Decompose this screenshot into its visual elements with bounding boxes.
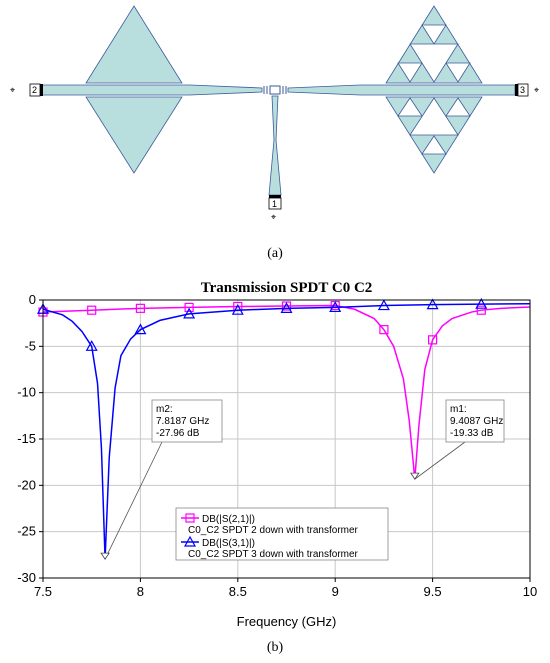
series-point-triangle <box>475 297 488 309</box>
y-tick-label: -10 <box>17 385 36 400</box>
svg-text:⌖: ⌖ <box>534 85 539 95</box>
marker-box-frame <box>151 399 223 443</box>
series-point-triangle <box>183 307 196 319</box>
series-point-square <box>184 302 194 313</box>
marker-text-line: m1: <box>450 404 467 415</box>
series-point-triangle <box>231 303 244 315</box>
series-point-square <box>281 301 292 311</box>
series-point-triangle <box>134 323 147 335</box>
series-point-square <box>476 305 486 315</box>
x-axis-title: Frequency (GHz) <box>237 614 337 629</box>
marker-text-line: 9.4087 GHz <box>450 416 503 427</box>
series-point-triangle <box>329 301 342 313</box>
marker-leader-line <box>414 441 466 480</box>
port-1-label: 1 <box>272 199 277 209</box>
series-line-2 <box>42 302 531 560</box>
x-tick-label: 9.5 <box>424 584 442 599</box>
fractal-hole <box>421 135 447 155</box>
left-triangle-top <box>85 5 183 84</box>
series-point-square <box>135 303 145 313</box>
legend: DB(|S(2,1)|)C0_C2 SPDT 2 down with trans… <box>175 507 389 561</box>
marker-text-line: -19.33 dB <box>450 428 494 439</box>
x-tick-label: 9 <box>332 584 339 599</box>
svg-text:⌖: ⌖ <box>271 212 276 222</box>
port-3-label: 3 <box>520 85 525 95</box>
series-point-triangle <box>377 299 390 311</box>
y-tick-label: -5 <box>24 338 36 353</box>
port-1: 1 ⌖ <box>268 195 282 222</box>
main-line-left <box>41 84 263 96</box>
legend-series-description: C0_C2 SPDT 2 down with transformer <box>188 525 359 536</box>
fractal-hole <box>409 43 459 83</box>
port-2-label: 2 <box>32 85 37 95</box>
marker-text-line: -27.96 dB <box>156 428 200 439</box>
y-tick-label: -20 <box>17 477 36 492</box>
legend-series-description: C0_C2 SPDT 3 down with transformer <box>188 549 359 560</box>
left-triangle-bottom <box>85 96 183 174</box>
legend-frame <box>175 507 389 561</box>
port-3: 3 ⌖ <box>515 83 539 97</box>
port-2: ⌖ 2 <box>10 83 43 97</box>
marker-leader-line <box>104 441 163 560</box>
marker-m2: m2:7.8187 GHz-27.96 dB <box>100 399 223 560</box>
gap-capacitors <box>263 85 287 95</box>
marker-text-line: m2: <box>156 404 173 415</box>
x-tick-label: 7.5 <box>34 584 52 599</box>
legend-series-name: DB(|S(2,1)|) <box>202 514 255 525</box>
x-tick-label: 8.5 <box>229 584 247 599</box>
axes: 7.5 8 8.5 9 9.5 10 0 -5 -10 -15 -20 -25 -30 <box>17 292 537 599</box>
series-point-square <box>87 305 97 315</box>
caption-b: (b) <box>266 640 284 655</box>
marker-point <box>100 552 110 560</box>
series-point-triangle <box>280 302 293 313</box>
fractal-hole <box>445 97 471 117</box>
x-tick-label: 10 <box>523 584 537 599</box>
transmission-line <box>41 84 516 196</box>
main-line-right <box>287 84 516 96</box>
series-layer <box>36 297 531 560</box>
series-point-triangle <box>85 340 98 351</box>
right-fractal-patches <box>385 5 483 174</box>
center-stub-line <box>268 95 282 196</box>
series-point-square <box>379 325 389 335</box>
legend-series-name: DB(|S(3,1)|) <box>202 538 255 549</box>
marker-text-line: 7.8187 GHz <box>156 416 209 427</box>
fractal-hole <box>409 97 459 136</box>
series-point-triangle <box>426 298 439 310</box>
y-tick-label: -25 <box>17 524 36 539</box>
series-line-1 <box>42 304 531 480</box>
marker-box-frame <box>445 399 505 443</box>
legend-swatch-triangle <box>183 535 197 547</box>
marker-m1: m1:9.4087 GHz-19.33 dB <box>410 399 505 480</box>
series-point-square <box>428 335 438 345</box>
svg-text:⌖: ⌖ <box>10 85 15 95</box>
marker-point <box>410 472 420 480</box>
left-triangle-patches <box>85 5 183 174</box>
chart-title: Transmission SPDT C0 C2 <box>201 280 373 296</box>
fractal-hole <box>397 62 423 83</box>
x-tick-label: 8 <box>137 584 144 599</box>
y-tick-label: -15 <box>17 431 36 446</box>
legend-swatch-square <box>185 513 195 523</box>
circuit-layout-drawing: ⌖ 2 3 ⌖ 1 ⌖ <box>10 5 539 222</box>
marker-annotations: m1:9.4087 GHz-19.33 dB m2:7.8187 GHz-27.9… <box>100 399 505 560</box>
y-tick-label: -30 <box>17 570 36 585</box>
plot-frame <box>42 299 531 579</box>
fractal-hole <box>445 62 471 83</box>
fractal-hole <box>421 24 447 45</box>
caption-a: (a) <box>267 246 283 261</box>
fractal-hole <box>397 97 423 117</box>
y-tick-label: 0 <box>29 292 36 307</box>
transmission-chart: Transmission SPDT C0 C2 7.5 8 8.5 9 9.5 10 0 -5… <box>17 280 537 629</box>
